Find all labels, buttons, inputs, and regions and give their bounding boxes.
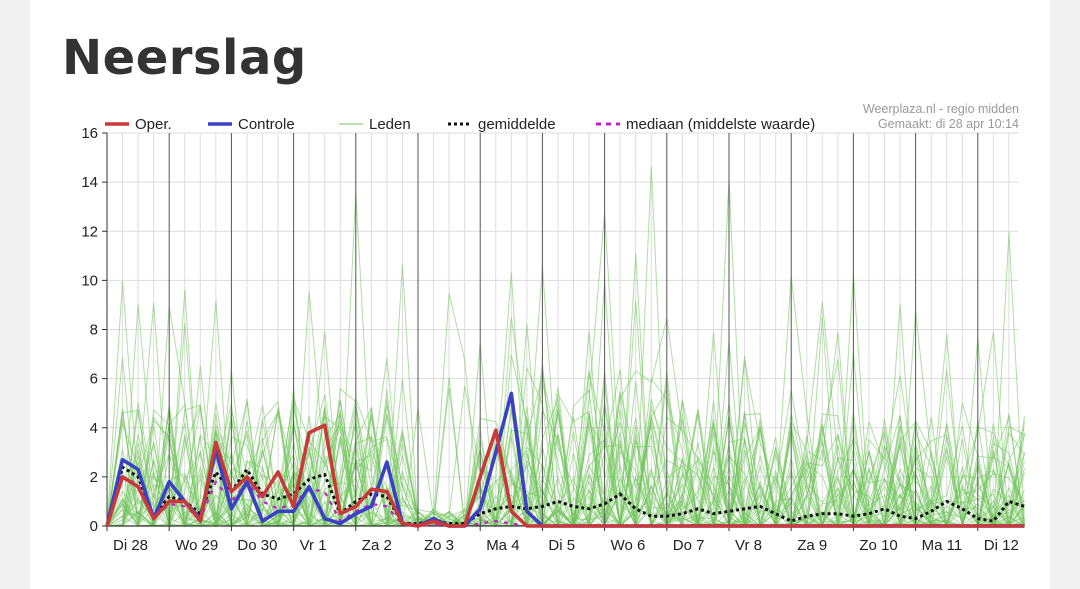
series-oper [105, 423, 1025, 528]
x-tick-label: Ma 4 [486, 537, 519, 554]
x-tick-label: Vr 1 [300, 537, 327, 554]
x-tick-label: Za 9 [797, 537, 827, 554]
credit-source: Weerplaza.nl - regio midden [863, 102, 1019, 116]
legend-mediaan-label: mediaan (middelste waarde) [626, 116, 815, 133]
y-tick-label: 12 [81, 223, 98, 240]
y-tick-label: 0 [90, 518, 98, 535]
series-leden-member [107, 317, 1025, 528]
series-leden-member [107, 375, 1025, 528]
legend-gemiddelde-label: gemiddelde [478, 116, 556, 133]
x-tick-label: Wo 29 [175, 537, 218, 554]
x-tick-label: Vr 8 [735, 537, 762, 554]
y-tick-label: 16 [81, 125, 98, 142]
chart-card: Neerslag 0 2 4 6 8 10 12 14 16 Di 28 Wo 29 Do 30 Vr … [30, 0, 1050, 589]
series-gemiddelde [105, 465, 1025, 527]
legend-leden-label: Leden [369, 116, 411, 133]
y-tick-label: 10 [81, 272, 98, 289]
y-tick-label: 2 [90, 469, 98, 486]
page-title: Neerslag [62, 30, 307, 86]
legend-oper-label: Oper. [135, 116, 172, 133]
series-leden-member [107, 370, 1025, 528]
series-leden-member [106, 306, 1025, 528]
x-tick-label: Zo 10 [859, 537, 897, 554]
x-tick-label: Za 2 [362, 537, 392, 554]
y-tick-label: 14 [81, 174, 98, 191]
x-tick-label: Zo 3 [424, 537, 454, 554]
y-tick-label: 6 [90, 371, 98, 388]
x-tick-label: Do 30 [237, 537, 277, 554]
x-tick-label: Wo 6 [611, 537, 646, 554]
y-tick-label: 4 [90, 420, 98, 437]
credit-timestamp: Gemaakt: di 28 apr 10:14 [878, 117, 1019, 131]
x-tick-label: Di 28 [113, 537, 148, 554]
x-tick-label: Do 7 [673, 537, 705, 554]
x-tick-label: Ma 11 [922, 537, 963, 554]
x-tick-label: Di 5 [548, 537, 575, 554]
legend-controle-label: Controle [238, 116, 295, 133]
y-tick-label: 8 [90, 322, 98, 339]
x-tick-label: Di 12 [984, 537, 1019, 554]
precipitation-chart: 0 2 4 6 8 10 12 14 16 Di 28 Wo 29 Do 30 Vr 1 Za 2 Zo 3… [81, 102, 1025, 554]
